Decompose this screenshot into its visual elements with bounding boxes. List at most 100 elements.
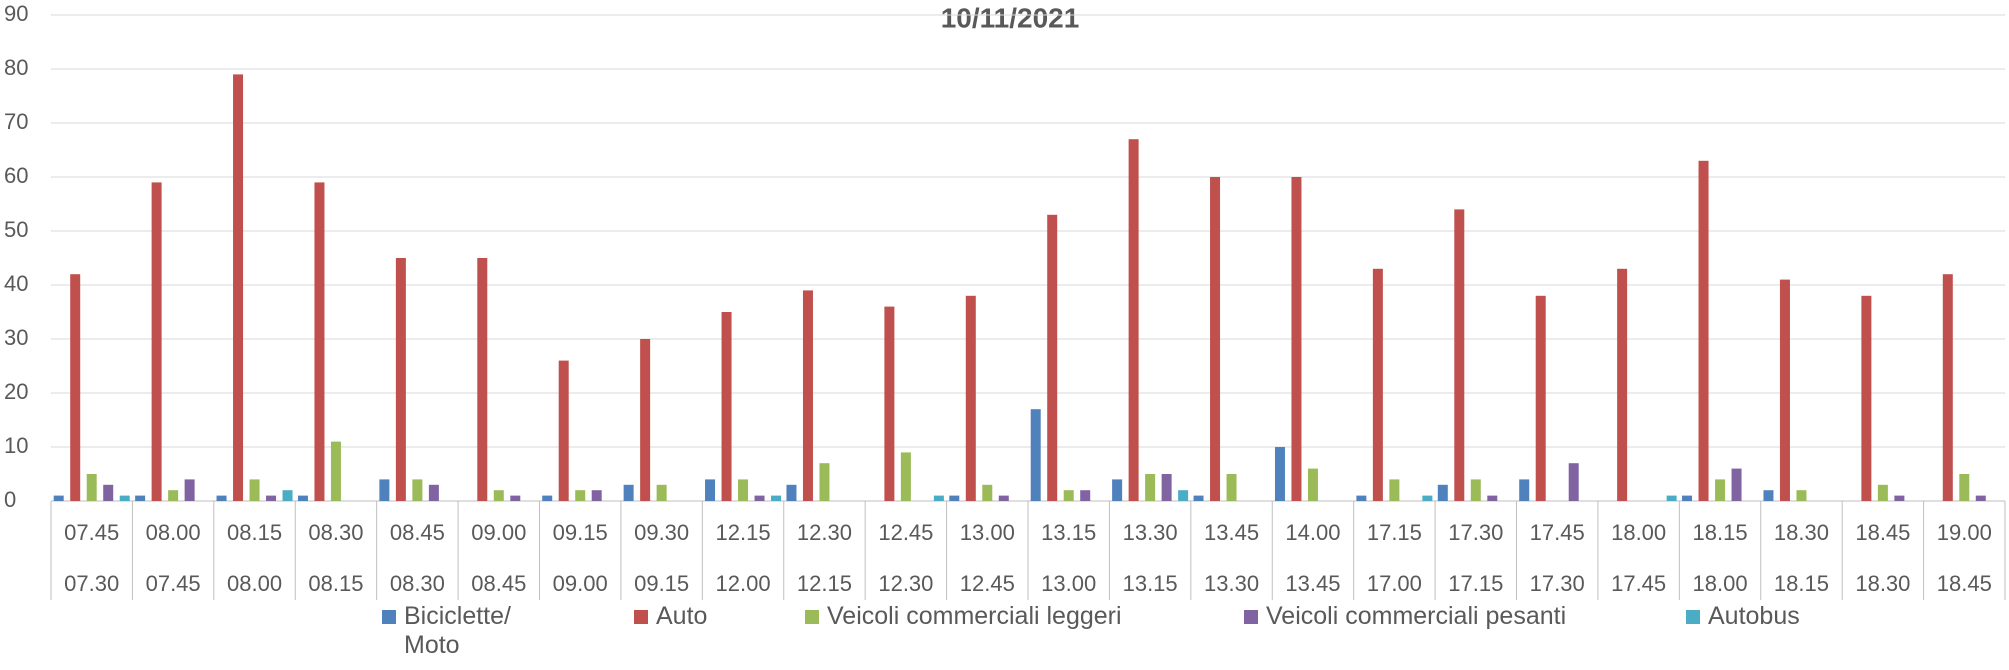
y-tick-label: 90 bbox=[4, 1, 28, 26]
bar bbox=[1291, 177, 1302, 501]
x-tick-label-outer: 08.45 bbox=[471, 571, 526, 596]
bar bbox=[1617, 268, 1628, 501]
bar bbox=[493, 490, 504, 501]
bar bbox=[1389, 479, 1400, 501]
bar bbox=[1796, 490, 1807, 501]
bar bbox=[1178, 490, 1189, 501]
bar bbox=[70, 274, 81, 501]
x-tick-label-outer: 09.15 bbox=[634, 571, 689, 596]
legend-item: Autobus bbox=[1686, 602, 1886, 631]
bar bbox=[1128, 139, 1139, 501]
bar bbox=[395, 258, 406, 501]
bar bbox=[53, 495, 64, 501]
bar bbox=[266, 495, 277, 501]
bar bbox=[135, 495, 146, 501]
x-tick-label: 17.45 bbox=[1530, 520, 1585, 545]
x-tick-label: 09.30 bbox=[634, 520, 689, 545]
x-tick-label-outer: 12.15 bbox=[797, 571, 852, 596]
x-tick-label: 08.15 bbox=[227, 520, 282, 545]
bar bbox=[477, 258, 488, 501]
legend-swatch bbox=[634, 610, 648, 624]
x-tick-label: 12.15 bbox=[716, 520, 771, 545]
bar bbox=[900, 452, 911, 501]
bar bbox=[1682, 495, 1693, 501]
x-tick-label-outer: 12.30 bbox=[878, 571, 933, 596]
bar bbox=[119, 495, 130, 501]
bar bbox=[282, 490, 293, 501]
bar bbox=[1356, 495, 1367, 501]
bar bbox=[1193, 495, 1204, 501]
x-tick-label: 18.30 bbox=[1774, 520, 1829, 545]
bar bbox=[1210, 177, 1221, 501]
x-tick-label: 18.45 bbox=[1855, 520, 1910, 545]
bar bbox=[86, 474, 97, 501]
bar bbox=[1715, 479, 1726, 501]
y-tick-label: 50 bbox=[4, 217, 28, 242]
x-tick-label: 13.15 bbox=[1041, 520, 1096, 545]
bar bbox=[1470, 479, 1481, 501]
bar bbox=[705, 479, 716, 501]
bar bbox=[1047, 214, 1058, 502]
bar bbox=[1975, 495, 1986, 501]
bar bbox=[233, 74, 244, 502]
bar bbox=[656, 484, 667, 501]
x-tick-label-outer: 13.30 bbox=[1204, 571, 1259, 596]
chart-title: 10/11/2021 bbox=[941, 2, 1080, 33]
x-tick-label: 08.00 bbox=[146, 520, 201, 545]
bar bbox=[1779, 279, 1790, 501]
bar bbox=[314, 182, 325, 501]
bar bbox=[575, 490, 586, 501]
bar bbox=[249, 479, 260, 501]
bar bbox=[151, 182, 162, 501]
y-tick-label: 10 bbox=[4, 433, 28, 458]
x-tick-label: 18.15 bbox=[1693, 520, 1748, 545]
bar bbox=[1112, 479, 1123, 501]
bar bbox=[1763, 490, 1774, 501]
bar bbox=[998, 495, 1009, 501]
bar bbox=[1731, 468, 1742, 501]
bar bbox=[1568, 463, 1579, 501]
bar bbox=[1437, 484, 1448, 501]
x-tick-label-outer: 18.15 bbox=[1774, 571, 1829, 596]
bar bbox=[965, 295, 976, 501]
bar bbox=[1145, 474, 1156, 501]
legend-label: Veicoli commerciali pesanti bbox=[1266, 602, 1567, 630]
bar bbox=[103, 484, 114, 501]
chart: 10/11/2021 0 10 20 30 40 50 60 70 80 90 07.45 07.30… bbox=[4, 1, 2006, 600]
bar bbox=[1666, 495, 1677, 501]
bar bbox=[1535, 295, 1546, 501]
bar bbox=[933, 495, 944, 501]
x-tick-label-outer: 13.00 bbox=[1041, 571, 1096, 596]
legend-label: Veicoli commerciali leggeri bbox=[827, 602, 1122, 630]
bar bbox=[1307, 468, 1318, 501]
legend-label: Auto bbox=[656, 602, 708, 630]
legend-label: Autobus bbox=[1708, 602, 1800, 630]
x-tick-label-outer: 17.45 bbox=[1611, 571, 1666, 596]
y-tick-label: 20 bbox=[4, 379, 28, 404]
bar bbox=[412, 479, 423, 501]
x-tick-label-outer: 18.00 bbox=[1693, 571, 1748, 596]
bar bbox=[623, 484, 634, 501]
bar bbox=[1894, 495, 1905, 501]
x-tick-label-outer: 12.00 bbox=[716, 571, 771, 596]
bar bbox=[982, 484, 993, 501]
bar bbox=[754, 495, 765, 501]
bar bbox=[1698, 160, 1709, 502]
bar bbox=[1030, 409, 1041, 501]
x-tick-label: 17.15 bbox=[1367, 520, 1422, 545]
x-tick-label-outer: 08.00 bbox=[227, 571, 282, 596]
y-tick-label: 30 bbox=[4, 325, 28, 350]
legend-item: Biciclette/ Moto bbox=[382, 602, 542, 660]
bar bbox=[558, 360, 569, 501]
x-tick-label: 09.15 bbox=[553, 520, 608, 545]
y-tick-label: 70 bbox=[4, 109, 28, 134]
x-tick-label-outer: 13.15 bbox=[1123, 571, 1178, 596]
legend-item: Veicoli commerciali pesanti bbox=[1244, 602, 1664, 631]
bar bbox=[542, 495, 553, 501]
bar bbox=[1942, 274, 1953, 501]
bar bbox=[640, 339, 651, 501]
y-tick-label: 40 bbox=[4, 271, 28, 296]
x-tick-label-outer: 17.15 bbox=[1448, 571, 1503, 596]
legend-swatch bbox=[805, 610, 819, 624]
